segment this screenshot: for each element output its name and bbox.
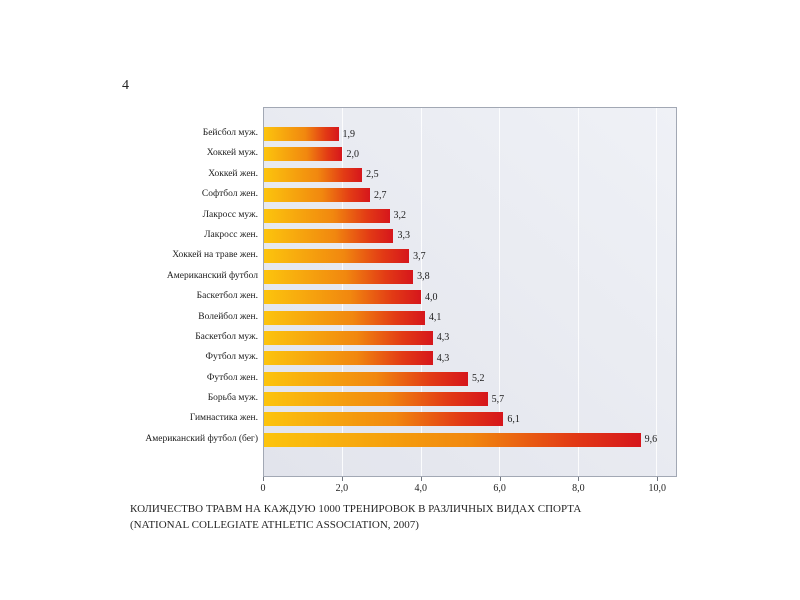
bar-row: 9,6 (264, 432, 676, 447)
bar (264, 228, 394, 243)
bar-row: 1,9 (264, 127, 676, 141)
bar (264, 127, 339, 141)
bar-value-label: 3,8 (417, 271, 430, 283)
bar (264, 310, 425, 325)
gridline (499, 108, 501, 476)
bar-row: 2,5 (264, 167, 676, 182)
category-label: Хоккей муж. (206, 148, 258, 159)
category-label: Баскетбол жен. (196, 291, 258, 302)
bar-row: 4,3 (264, 351, 676, 366)
bar-row: 4,1 (264, 310, 676, 325)
x-axis-tick (341, 477, 343, 481)
bar-row: 3,2 (264, 208, 676, 223)
page-number: 4 (122, 78, 129, 93)
x-axis-tick-label: 4,0 (414, 483, 427, 494)
category-label: Борьба муж. (207, 393, 258, 404)
bar (264, 432, 641, 447)
bar-value-label: 4,3 (436, 332, 450, 344)
bar-row: 4,3 (264, 330, 676, 345)
bar-value-label: 4,0 (424, 291, 438, 303)
gridline (420, 108, 422, 476)
category-label: Американский футбол (166, 270, 258, 281)
bar-row: 2,7 (264, 188, 676, 203)
bar-value-label: 2,0 (346, 148, 359, 160)
bar (264, 351, 433, 366)
x-axis-tick (420, 477, 422, 481)
bar (264, 330, 433, 345)
gridline (656, 108, 658, 476)
bar-value-label: 2,7 (373, 189, 387, 201)
bar-value-label: 5,7 (491, 393, 505, 405)
bar (264, 371, 469, 386)
bar-row: 5,2 (264, 371, 676, 386)
chart-caption: КОЛИЧЕСТВО ТРАВМ НА КАЖДУЮ 1000 ТРЕНИРОВ… (130, 502, 670, 533)
x-axis-tick (263, 477, 264, 481)
bar-value-label: 3,3 (397, 230, 410, 242)
x-axis-tick (578, 477, 580, 481)
x-axis-tick (657, 477, 659, 481)
x-axis-tick-label: 2,0 (335, 483, 349, 494)
category-label: Хоккей на траве жен. (172, 250, 258, 261)
bar-value-label: 2,5 (366, 169, 379, 181)
bar-row: 6,1 (264, 412, 676, 427)
bar-value-label: 3,2 (393, 210, 407, 222)
bar-row: 3,7 (264, 249, 676, 264)
category-label: Волейбол жен. (198, 311, 258, 322)
bar (264, 208, 390, 223)
bar-value-label: 4,1 (428, 312, 442, 324)
category-label: Софтбол жен. (201, 189, 258, 200)
x-axis-tick-label: 8,0 (572, 483, 585, 494)
bar (264, 269, 414, 284)
category-label: Хоккей жен. (208, 168, 258, 179)
bar-value-label: 6,1 (507, 413, 520, 425)
bar-value-label: 1,9 (342, 128, 356, 140)
category-label: Футбол жен. (206, 372, 258, 383)
x-axis-tick (499, 477, 501, 481)
category-label: Лакросс муж. (202, 209, 258, 220)
category-label: Лакросс жен. (204, 229, 258, 240)
category-label: Футбол муж. (205, 352, 258, 363)
bars-container: 1,9 2,0 2,5 2,7 3,2 3,3 3,7 3,8 4,0 4,1 4,3 4,3 5,2 5… (264, 127, 676, 447)
bar-row: 3,3 (264, 228, 676, 243)
x-axis-tick-label: 0 (260, 483, 266, 494)
bar-chart-plot-area: 1,9 2,0 2,5 2,7 3,2 3,3 3,7 3,8 4,0 4,1 4,3 4,3 5,2 5… (263, 107, 677, 477)
gridline (577, 108, 579, 476)
category-label: Американский футбол (бег) (145, 433, 258, 444)
bar-row: 5,7 (264, 392, 676, 407)
caption-line-2: (NATIONAL COLLEGIATE ATHLETIC ASSOCIATIO… (130, 518, 419, 531)
bar-value-label: 3,7 (413, 250, 426, 262)
bar (264, 290, 421, 305)
bar (264, 188, 370, 203)
bar-row: 4,0 (264, 290, 676, 305)
bar-value-label: 5,2 (472, 373, 485, 385)
bar (264, 167, 363, 182)
bar-value-label: 4,3 (436, 352, 450, 364)
bar (264, 147, 343, 162)
bar-row: 2,0 (264, 147, 676, 162)
x-axis-tick-label: 6,0 (493, 483, 506, 494)
bar-value-label: 9,6 (644, 434, 658, 446)
caption-line-1: КОЛИЧЕСТВО ТРАВМ НА КАЖДУЮ 1000 ТРЕНИРОВ… (130, 503, 582, 515)
bar-row: 3,8 (264, 269, 676, 284)
category-label: Бейсбол муж. (202, 128, 258, 138)
bar (264, 412, 504, 427)
category-label: Баскетбол муж. (195, 331, 258, 342)
bar (264, 249, 410, 264)
x-axis-tick-label: 10,0 (648, 483, 667, 494)
category-axis-labels: Бейсбол муж. Хоккей муж. Хоккей жен. Софтбо… (118, 126, 258, 446)
bar (264, 392, 488, 407)
category-label: Гимнастика жен. (189, 413, 258, 424)
x-axis: 0 2,0 4,0 6,0 8,0 10,0 (260, 477, 677, 499)
